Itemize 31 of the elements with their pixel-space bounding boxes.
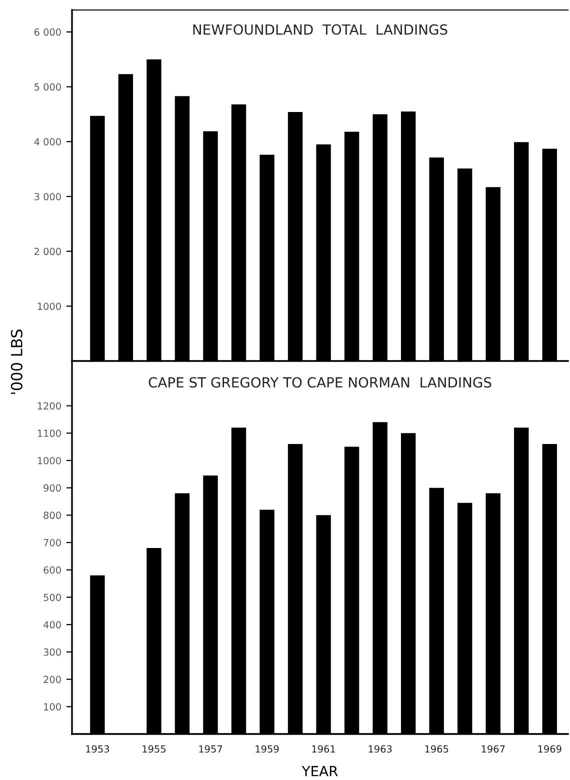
y-tick-label: 600: [44, 566, 61, 574]
y-tick-label: 100: [44, 703, 61, 710]
x-tick-label: 1967: [482, 745, 505, 753]
x-tick-label: 1965: [425, 745, 448, 753]
x-tick-label: 1969: [538, 745, 562, 753]
x-tick-label: 1955: [142, 745, 166, 753]
y-tick-label: 1100: [38, 430, 61, 437]
y-tick-label: 1000: [38, 302, 61, 310]
text: CAPE ST GREGORY TO CAPE NORMAN LANDINGS: [148, 377, 492, 388]
y-tick-label: 800: [44, 512, 61, 520]
x-tick-label: 1953: [86, 745, 110, 753]
text: NEWFOUNDLAND TOTAL LANDINGS: [193, 24, 448, 35]
y-tick-label: 3 000: [34, 192, 61, 200]
y-tick-label: 6 000: [34, 28, 61, 36]
x-tick-label: 1963: [368, 745, 392, 753]
x-tick-label: 1961: [312, 745, 336, 753]
y-axis-title: '000 LBS: [10, 330, 22, 394]
y-tick-label: 200: [44, 676, 61, 684]
y-tick-label: 400: [44, 621, 61, 628]
x-axis-title: YEAR: [302, 766, 338, 776]
y-tick-label: 300: [44, 648, 61, 656]
y-tick-label: 1200: [38, 402, 61, 410]
x-tick-label: 1959: [256, 745, 279, 753]
y-tick-label: 900: [44, 484, 61, 492]
y-tick-label: 700: [44, 539, 61, 546]
y-tick-label: 1000: [38, 456, 61, 464]
y-tick-label: 2 000: [34, 248, 61, 256]
x-tick-label: 1957: [199, 745, 222, 753]
y-tick-label: 500: [44, 594, 61, 602]
y-tick-label: 5 000: [34, 83, 61, 91]
y-tick-label: 4 000: [34, 138, 61, 146]
